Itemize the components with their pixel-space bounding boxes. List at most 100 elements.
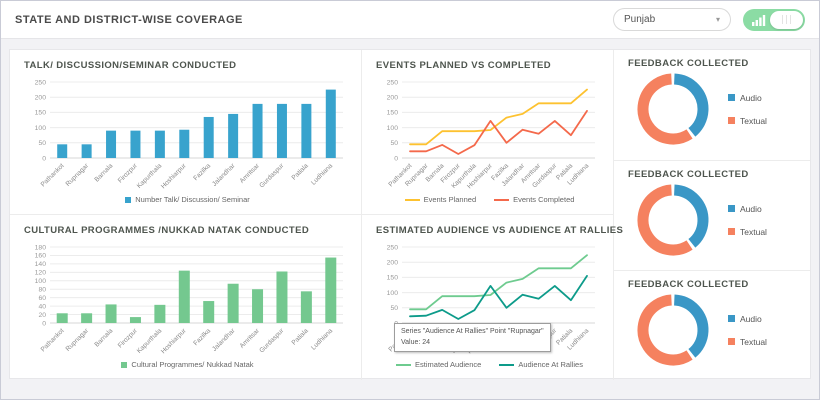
feedback-legend: Audio Textual (728, 314, 767, 347)
state-select-value: Punjab (624, 14, 656, 25)
svg-text:80: 80 (38, 287, 46, 294)
chart-title: ESTIMATED AUDIENCE VS AUDIENCE AT RALLIE… (376, 225, 624, 236)
legend-swatch (728, 338, 735, 345)
svg-text:150: 150 (387, 110, 399, 117)
tooltip-value-line: Value: 24 (401, 338, 431, 346)
svg-text:40: 40 (38, 303, 46, 310)
feedback-legend: Audio Textual (728, 93, 767, 126)
svg-text:50: 50 (38, 140, 46, 147)
svg-text:Rupnagar: Rupnagar (65, 327, 91, 353)
column-middle: EVENTS PLANNED VS COMPLETED 0 50 100 150 200… (362, 50, 624, 380)
header: STATE AND DISTRICT-WISE COVERAGE Punjab … (1, 1, 819, 39)
bar-chart-icon (752, 14, 766, 26)
legend-label: Textual (740, 115, 767, 126)
svg-text:Fazilka: Fazilka (192, 162, 212, 182)
chart-legend: Estimated Audience Audience At Rallies (376, 360, 603, 369)
svg-text:50: 50 (390, 140, 398, 147)
legend-swatch (728, 228, 735, 235)
legend-label: Events Completed (513, 195, 575, 204)
legend-label: Estimated Audience (415, 360, 482, 369)
chart-legend: Events Planned Events Completed (376, 195, 603, 204)
chart-section-events: EVENTS PLANNED VS COMPLETED 0 50 100 150 200… (362, 50, 613, 214)
feedback-donut-chart (637, 294, 709, 366)
svg-text:Firozpur: Firozpur (117, 327, 140, 350)
svg-text:Barnala: Barnala (93, 162, 114, 183)
svg-text:200: 200 (387, 95, 399, 102)
svg-text:50: 50 (390, 305, 398, 312)
legend-swatch (499, 363, 515, 366)
legend-swatch (396, 363, 412, 366)
svg-text:100: 100 (35, 278, 47, 285)
legend-swatch (728, 117, 735, 124)
svg-text:100: 100 (387, 290, 399, 297)
legend-swatch (728, 315, 735, 322)
chart-legend: Cultural Programmes/ Nukkad Natak (24, 360, 351, 369)
svg-text:200: 200 (387, 260, 399, 267)
legend-label: Cultural Programmes/ Nukkad Natak (131, 360, 254, 369)
legend-swatch (728, 205, 735, 212)
svg-text:250: 250 (35, 79, 47, 86)
svg-text:Fazilka: Fazilka (192, 327, 212, 347)
chart-legend: Number Talk/ Discussion/ Seminar (24, 195, 351, 204)
legend-label: Events Planned (423, 195, 477, 204)
legend-label: Textual (740, 336, 767, 347)
chart-section-talks: TALK/ DISCUSSION/SEMINAR CONDUCTED 0 50 10… (10, 50, 361, 214)
feedback-section-2: FEEDBACK COLLECTED Audio Textual (614, 160, 810, 270)
svg-text:150: 150 (387, 275, 399, 282)
toggle-knob (770, 10, 803, 29)
feedback-section-3: FEEDBACK COLLECTED Audio Textual (614, 270, 810, 380)
svg-text:Hoshiarpur: Hoshiarpur (160, 162, 188, 190)
chart-section-audience: ESTIMATED AUDIENCE VS AUDIENCE AT RALLIE… (362, 214, 624, 378)
feedback-donut-chart (637, 73, 709, 145)
legend-swatch (121, 361, 128, 368)
legend-label: Audience At Rallies (518, 360, 583, 369)
column-left: TALK/ DISCUSSION/SEMINAR CONDUCTED 0 50 10… (10, 50, 362, 380)
svg-text:Firozpur: Firozpur (117, 162, 140, 185)
feedback-legend: Audio Textual (728, 204, 767, 237)
legend-label: Textual (740, 226, 767, 237)
tooltip-series-line: Series "Audience At Rallies" Point "Rupn… (401, 328, 544, 335)
chart-title: CULTURAL PROGRAMMES /NUKKAD NATAK CONDUC… (24, 225, 310, 236)
svg-text:Patiala: Patiala (291, 327, 310, 346)
svg-text:Jalandhar: Jalandhar (211, 327, 237, 353)
legend-swatch (125, 196, 132, 203)
legend-swatch (494, 198, 510, 201)
column-right: FEEDBACK COLLECTED Audio Textual FEEDBAC… (614, 50, 810, 380)
svg-text:Barnala: Barnala (93, 327, 114, 348)
svg-text:Amritsar: Amritsar (239, 162, 262, 185)
header-controls: Punjab ▾ (613, 8, 805, 31)
svg-text:Pathankot: Pathankot (40, 327, 66, 353)
svg-text:100: 100 (35, 125, 47, 132)
chevron-down-icon: ▾ (715, 15, 720, 24)
svg-text:120: 120 (35, 270, 47, 277)
events-line-chart: 050100150200250PathankotRupnagarBarnalaF… (387, 79, 595, 190)
legend-swatch (728, 94, 735, 101)
legend-swatch (404, 198, 420, 201)
content-panel: TALK/ DISCUSSION/SEMINAR CONDUCTED 0 50 10… (9, 49, 811, 380)
svg-text:100: 100 (387, 125, 399, 132)
svg-text:140: 140 (35, 261, 47, 268)
chart-title: TALK/ DISCUSSION/SEMINAR CONDUCTED (24, 60, 237, 71)
svg-text:Ludhiana: Ludhiana (310, 162, 334, 186)
svg-text:0: 0 (394, 155, 398, 162)
svg-text:180: 180 (35, 244, 47, 251)
state-select[interactable]: Punjab ▾ (613, 8, 731, 31)
chart-title: EVENTS PLANNED VS COMPLETED (376, 60, 551, 71)
svg-text:20: 20 (38, 312, 46, 319)
svg-text:0: 0 (42, 320, 46, 327)
feedback-donut-chart (637, 184, 709, 256)
feedback-section-1: FEEDBACK COLLECTED Audio Textual (614, 50, 810, 160)
svg-text:Hoshiarpur: Hoshiarpur (160, 327, 188, 355)
svg-text:Amritsar: Amritsar (239, 327, 262, 350)
svg-text:Pathankot: Pathankot (40, 162, 66, 188)
feedback-title: FEEDBACK COLLECTED (628, 169, 749, 180)
feedback-title: FEEDBACK COLLECTED (628, 279, 749, 290)
svg-text:250: 250 (387, 244, 399, 251)
svg-text:Rupnagar: Rupnagar (65, 162, 91, 188)
svg-text:60: 60 (38, 295, 46, 302)
page-title: STATE AND DISTRICT-WISE COVERAGE (15, 13, 243, 26)
chart-table-view-toggle[interactable] (743, 8, 805, 31)
